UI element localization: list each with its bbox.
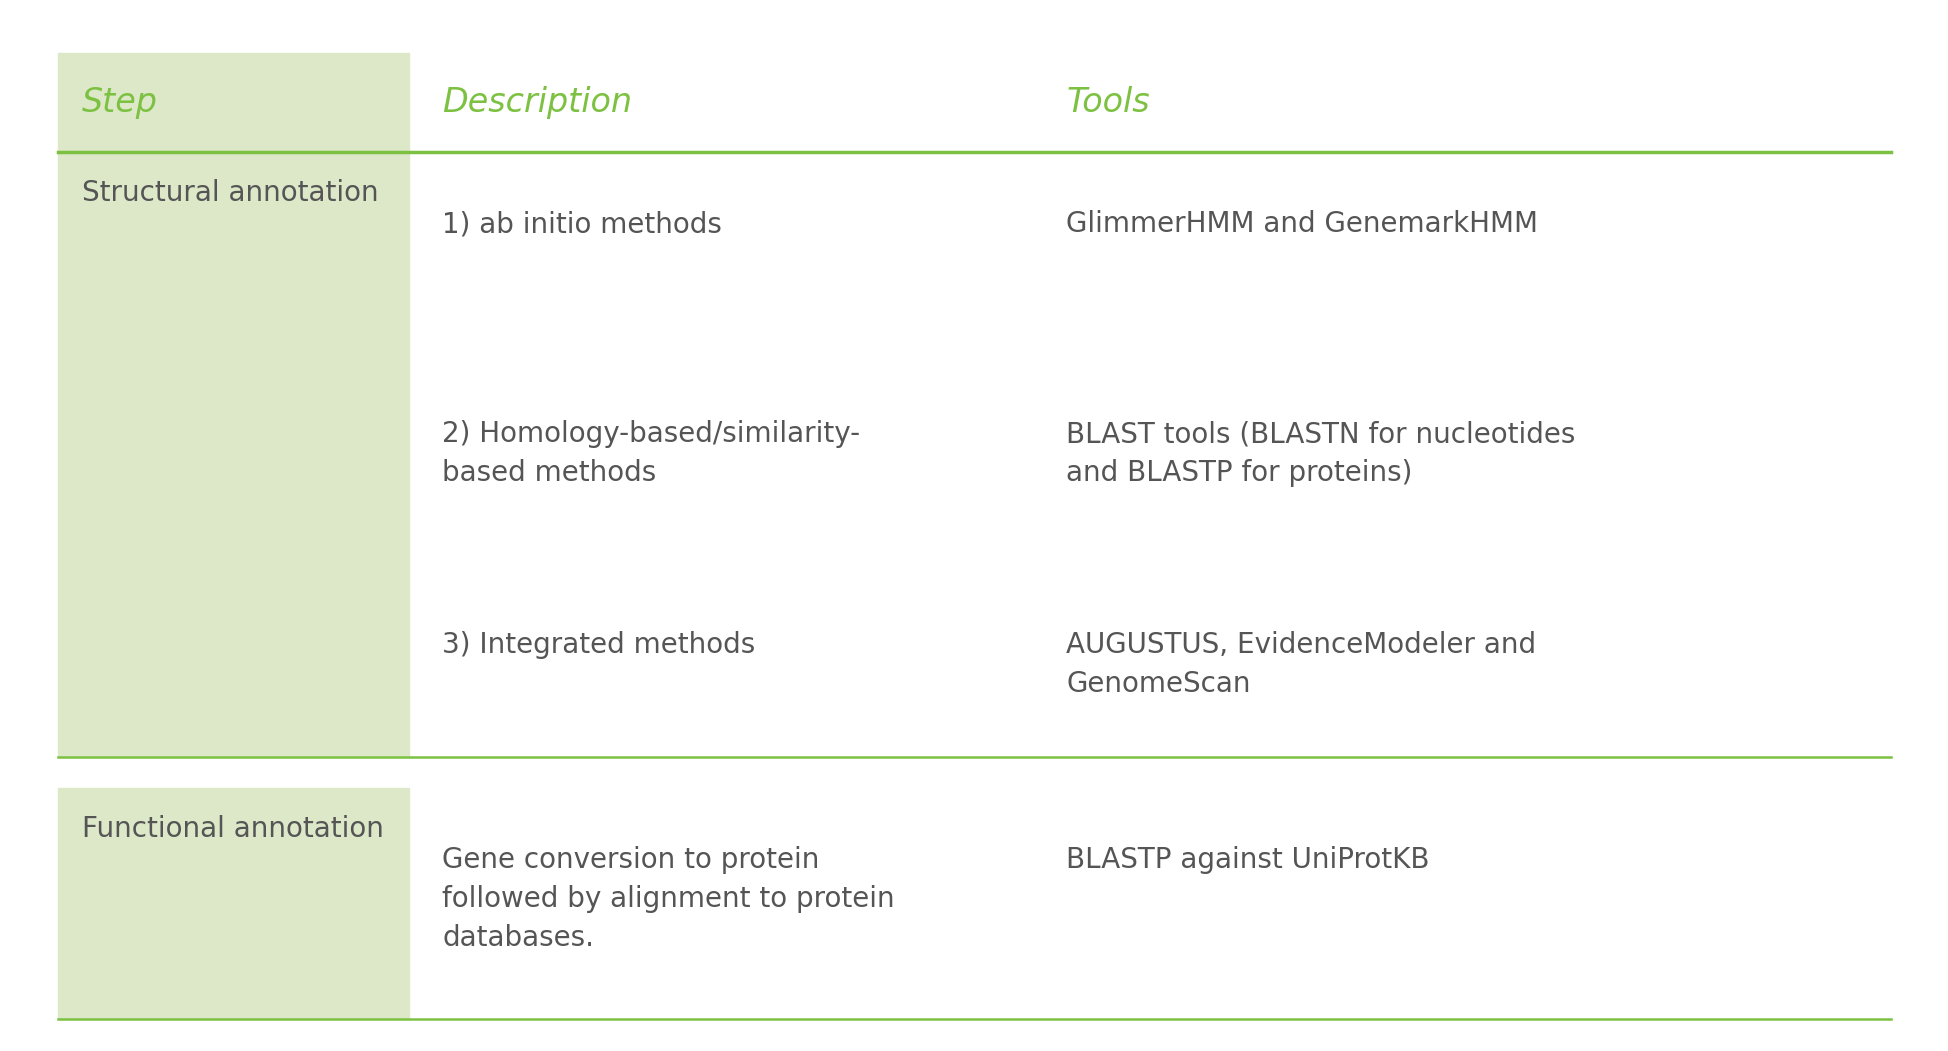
Text: Structural annotation: Structural annotation (82, 179, 378, 207)
Text: Gene conversion to protein
followed by alignment to protein
databases.: Gene conversion to protein followed by a… (442, 846, 894, 952)
Bar (58, 788, 409, 1019)
Text: BLASTP against UniProtKB: BLASTP against UniProtKB (1066, 846, 1430, 874)
Bar (58, 53, 409, 152)
Text: GlimmerHMM and GenemarkHMM: GlimmerHMM and GenemarkHMM (1066, 210, 1537, 239)
Text: Functional annotation: Functional annotation (82, 815, 384, 843)
Text: 3) Integrated methods: 3) Integrated methods (442, 631, 756, 659)
Text: Tools: Tools (1066, 86, 1149, 119)
Text: Description: Description (442, 86, 631, 119)
Text: 2) Homology-based/similarity-
based methods: 2) Homology-based/similarity- based meth… (442, 420, 861, 488)
Text: 1) ab initio methods: 1) ab initio methods (442, 210, 723, 239)
Bar (58, 152, 409, 757)
Text: BLAST tools (BLASTN for nucleotides
and BLASTP for proteins): BLAST tools (BLASTN for nucleotides and … (1066, 420, 1574, 488)
Text: Step: Step (82, 86, 158, 119)
Text: AUGUSTUS, EvidenceModeler and
GenomeScan: AUGUSTUS, EvidenceModeler and GenomeScan (1066, 631, 1535, 698)
